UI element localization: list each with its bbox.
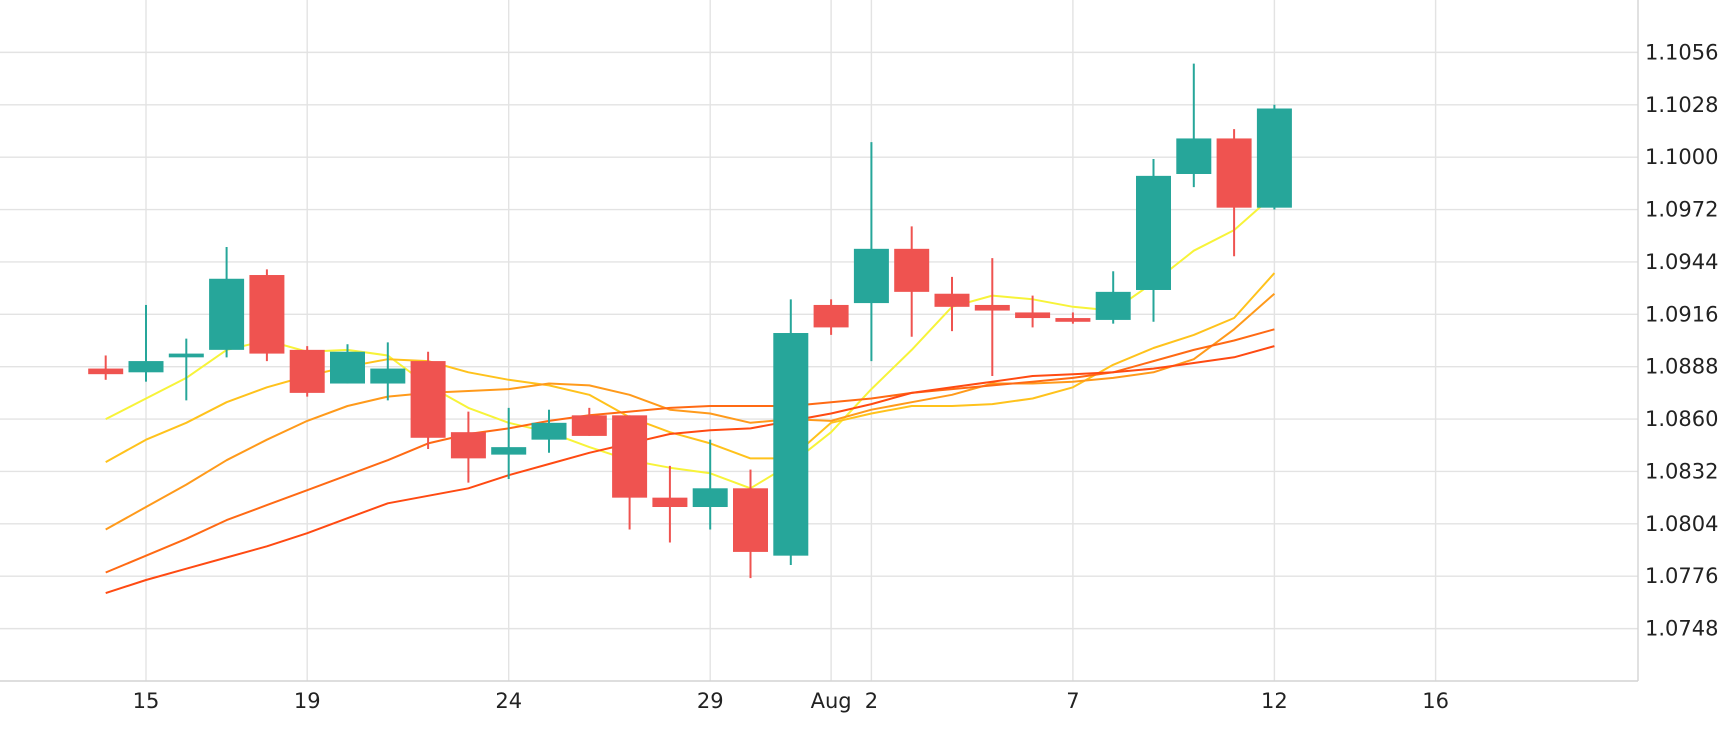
candle-body (1176, 138, 1212, 174)
y-tick-label: 1.1000 (1645, 145, 1718, 169)
candle-body (1095, 291, 1131, 320)
y-tick-label: 1.0916 (1645, 302, 1718, 326)
candle (168, 338, 204, 401)
candle (531, 409, 567, 453)
candle (1055, 312, 1091, 324)
candle (813, 299, 849, 335)
series-line-5 (105, 345, 1275, 595)
candle-body (491, 447, 527, 455)
candle (733, 469, 768, 579)
y-tick-label: 1.0804 (1645, 512, 1718, 536)
y-tick-label: 1.0776 (1645, 564, 1718, 588)
candle (1216, 129, 1252, 257)
candle (571, 407, 607, 436)
x-tick-label: 29 (697, 689, 724, 713)
candle (209, 246, 245, 358)
candle-body (612, 415, 648, 498)
candle (1095, 271, 1131, 324)
series-line-4 (105, 328, 1275, 574)
x-tick-label: 15 (133, 689, 160, 713)
candle-body (370, 368, 406, 384)
candle-body (128, 361, 164, 373)
candle-body (410, 361, 446, 438)
series-line-1 (105, 193, 1276, 490)
candle-body (853, 248, 889, 304)
candle (1136, 159, 1171, 322)
x-tick-label: 16 (1422, 689, 1449, 713)
plot-frame (0, 0, 1639, 682)
candle (692, 439, 728, 530)
candle-body (88, 368, 124, 375)
candle-body (773, 333, 809, 556)
y-tick-label: 1.1056 (1645, 40, 1718, 64)
y-tick-label: 1.0832 (1645, 459, 1718, 483)
candle-body (168, 353, 204, 358)
candle-body (249, 275, 285, 354)
candle-body (733, 488, 768, 552)
axis-labels: 1.0748 1.0776 1.0804 1.0832 1.0860 1.0888 1.09… (133, 40, 1719, 713)
candle (491, 407, 527, 479)
candle (853, 142, 889, 362)
candle (1176, 63, 1212, 188)
candle (249, 269, 285, 362)
y-tick-label: 1.0748 (1645, 617, 1718, 641)
candle (974, 258, 1010, 377)
candle-body (1256, 108, 1292, 208)
candle (1015, 295, 1051, 328)
candle (289, 346, 325, 397)
candle (612, 415, 648, 530)
series-line-3 (105, 292, 1276, 531)
candle (894, 226, 930, 337)
candle (652, 465, 688, 543)
candle (370, 342, 406, 401)
candlesticks (88, 63, 1292, 579)
candle (1256, 104, 1292, 210)
x-tick-label: 7 (1066, 689, 1079, 713)
candle-body (813, 304, 849, 328)
candle-body (289, 349, 325, 393)
x-tick-label: 2 (865, 689, 878, 713)
candle-body (974, 304, 1010, 311)
grid-layer (0, 0, 1638, 681)
y-tick-label: 1.1028 (1645, 93, 1718, 117)
y-tick-label: 1.0944 (1645, 250, 1718, 274)
x-tick-label: Aug (811, 689, 852, 713)
candle-body (1216, 138, 1252, 208)
candle (450, 411, 486, 483)
candle-body (652, 497, 688, 508)
moving-average-lines (105, 193, 1276, 595)
x-tick-label: 24 (495, 689, 522, 713)
candle-body (330, 351, 365, 384)
candle-body (894, 248, 930, 292)
candle-body (531, 422, 567, 440)
candle (88, 355, 124, 380)
y-tick-label: 1.0860 (1645, 407, 1718, 431)
candle-body (934, 293, 970, 307)
x-tick-label: 12 (1261, 689, 1288, 713)
candle-body (450, 432, 486, 459)
y-tick-label: 1.0888 (1645, 355, 1718, 379)
candle (934, 276, 970, 332)
candle (410, 351, 446, 450)
candle-body (1055, 318, 1091, 322)
candle-body (209, 278, 245, 350)
candle (128, 304, 164, 382)
candle-body (1136, 175, 1171, 290)
y-tick-label: 1.0972 (1645, 198, 1718, 222)
candle-body (1015, 312, 1051, 319)
candle-body (692, 488, 728, 508)
x-tick-label: 19 (294, 689, 321, 713)
candle (330, 344, 365, 384)
candle (773, 299, 809, 566)
candle-body (571, 415, 607, 436)
